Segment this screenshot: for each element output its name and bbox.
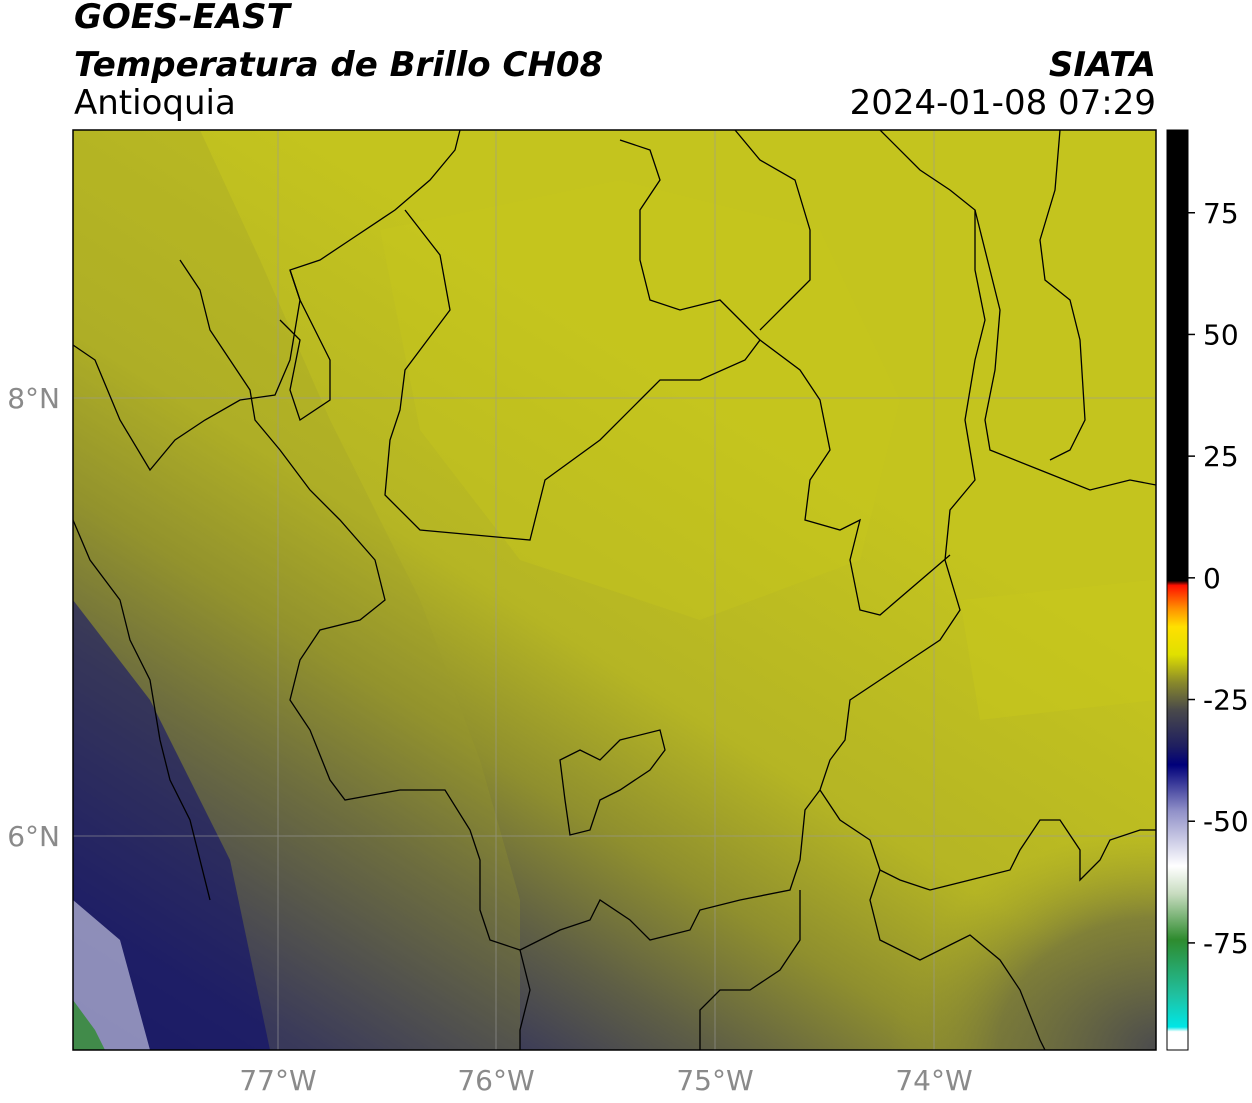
gridlines	[73, 130, 1156, 1050]
colorbar-tick-label: 50	[1203, 318, 1239, 351]
brightness-temperature-field	[73, 130, 1156, 1050]
region-subtitle: Antioquia	[74, 83, 236, 123]
administrative-borders	[73, 130, 1156, 1050]
latitude-tick-labels: 8°N 6°N	[7, 382, 60, 853]
colorbar-tick-label: 25	[1203, 440, 1239, 473]
agency-label: SIATA	[1048, 45, 1156, 85]
colorbar-tick-label: 0	[1203, 562, 1221, 595]
lat-tick-label: 6°N	[7, 820, 60, 853]
colorbar-gradient	[1167, 130, 1188, 1050]
colorbar-tick-label: -50	[1203, 805, 1249, 838]
colorbar-tick-label: -75	[1203, 927, 1249, 960]
colorbar-tick-label: 75	[1203, 197, 1239, 230]
colorbar-ticks: 75 50 25 0 -25 -50 -75	[1188, 197, 1249, 960]
map-frame	[72, 129, 1157, 1051]
lon-tick-label: 74°W	[895, 1064, 972, 1097]
datetime-label: 2024-01-08 07:29	[849, 83, 1156, 123]
lon-tick-label: 75°W	[676, 1064, 753, 1097]
lon-tick-label: 77°W	[239, 1064, 316, 1097]
colorbar-frame	[1166, 129, 1189, 1051]
longitude-tick-labels: 77°W 76°W 75°W 74°W	[239, 1064, 972, 1097]
product-title: Temperatura de Brillo CH08	[74, 45, 604, 85]
satellite-title: GOES-EAST	[74, 0, 290, 37]
lat-tick-label: 8°N	[7, 382, 60, 415]
colorbar-tick-label: -25	[1203, 684, 1249, 717]
lon-tick-label: 76°W	[457, 1064, 534, 1097]
colorbar: 75 50 25 0 -25 -50 -75	[1166, 129, 1249, 1051]
